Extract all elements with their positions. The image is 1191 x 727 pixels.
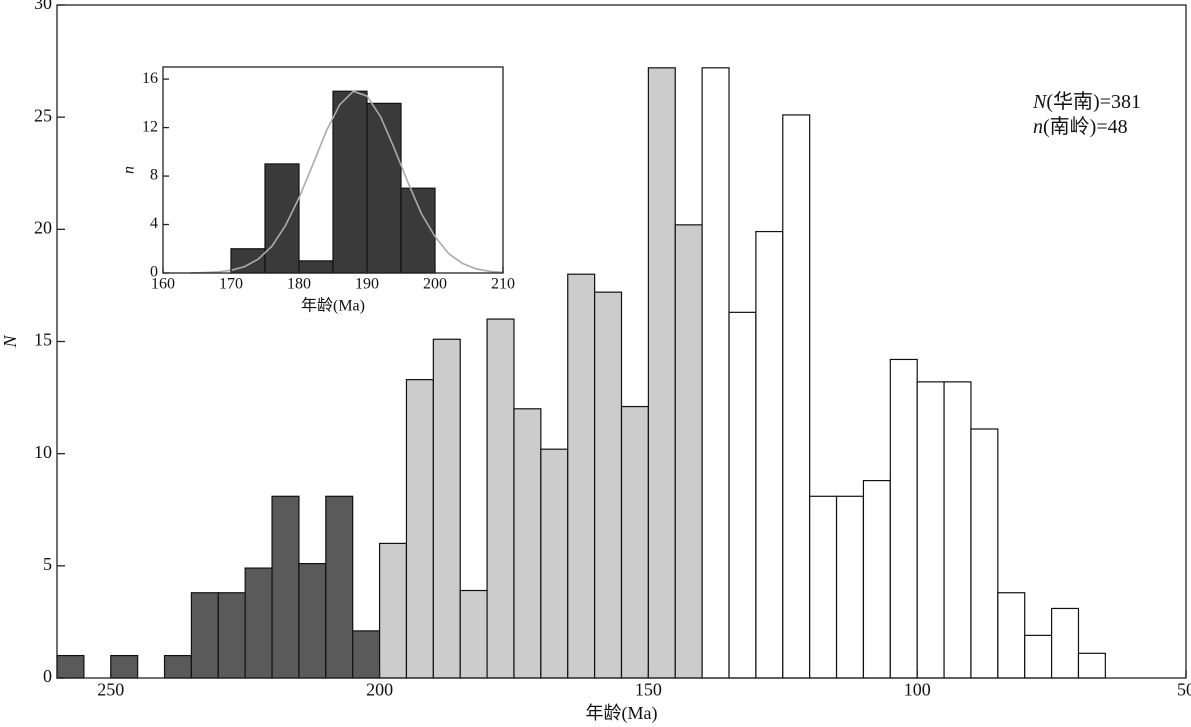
y-tick-label: 0 — [43, 666, 52, 686]
histogram-bar — [782, 114, 811, 679]
histogram-bar — [400, 187, 436, 274]
y-tick-label: 4 — [150, 215, 158, 232]
y-tick-label: 20 — [34, 217, 52, 237]
histogram-bar — [809, 495, 838, 679]
histogram-bar — [244, 567, 273, 679]
histogram-bar — [835, 495, 865, 679]
x-tick-label: 170 — [219, 276, 243, 293]
y-axis-label: n — [121, 166, 138, 174]
x-tick-label: 160 — [151, 276, 175, 293]
x-tick-label: 200 — [366, 680, 393, 700]
x-tick-label: 150 — [635, 680, 662, 700]
x-tick-label: 100 — [904, 680, 931, 700]
histogram-bar — [997, 592, 1026, 679]
histogram-bar — [916, 381, 945, 679]
histogram-bar — [728, 311, 757, 679]
histogram-bar — [190, 592, 219, 679]
x-tick-label: 190 — [355, 276, 379, 293]
annotation-symbol: n — [1033, 116, 1043, 138]
histogram-bar — [352, 630, 381, 679]
x-axis-label: 年龄(Ma) — [586, 703, 658, 724]
y-axis-label: N — [0, 335, 20, 349]
histogram-bar — [594, 291, 623, 679]
histogram-bar — [943, 381, 972, 679]
x-tick-label: 50 — [1177, 680, 1191, 700]
y-tick-label: 30 — [34, 0, 52, 13]
histogram-bar — [486, 318, 515, 679]
annotation: N(华南)=381 — [1032, 90, 1141, 113]
annotation-text: (华南)=381 — [1046, 90, 1141, 113]
histogram-bar — [366, 102, 402, 274]
x-tick-label: 180 — [287, 276, 311, 293]
histogram-bar — [405, 379, 434, 679]
histogram-bar — [1077, 652, 1106, 679]
histogram-bar — [674, 224, 703, 679]
histogram-bar — [325, 495, 354, 679]
y-tick-label: 25 — [34, 105, 52, 125]
x-tick-label: 210 — [491, 276, 515, 293]
histogram-bar — [378, 542, 408, 679]
annotation-text: (南岭)=48 — [1043, 115, 1128, 138]
histogram-bar — [271, 495, 300, 679]
histogram-bar — [163, 654, 193, 679]
histogram-bar — [567, 273, 596, 679]
y-tick-label: 15 — [34, 330, 52, 350]
y-tick-label: 5 — [43, 554, 52, 574]
histogram-bar — [540, 448, 569, 679]
histogram-bar — [970, 428, 999, 679]
fit-curve — [190, 90, 504, 274]
histogram-bar — [459, 589, 488, 679]
histogram-bar — [889, 358, 918, 679]
y-tick-label: 8 — [150, 167, 158, 184]
histogram-bar — [110, 654, 139, 679]
histogram-bar — [620, 405, 649, 679]
histogram-bar — [298, 562, 327, 679]
histogram-bar — [56, 654, 85, 679]
annotation-symbol: N — [1032, 91, 1048, 113]
y-tick-label: 12 — [142, 118, 158, 135]
histogram-bar — [1024, 634, 1053, 679]
histogram-bar — [701, 67, 730, 679]
y-tick-label: 16 — [142, 70, 158, 87]
histogram-bar — [264, 163, 300, 274]
histogram-bar — [432, 338, 461, 679]
annotation: n(南岭)=48 — [1033, 115, 1128, 138]
y-tick-label: 10 — [34, 442, 52, 462]
plot-frame — [162, 66, 504, 274]
histogram-bar — [217, 592, 246, 679]
histogram-bar — [513, 408, 542, 679]
x-tick-label: 200 — [423, 276, 447, 293]
histogram-bar — [755, 230, 784, 679]
x-tick-label: 250 — [97, 680, 124, 700]
y-tick-label: 0 — [150, 264, 158, 281]
histogram-bar — [298, 260, 334, 274]
histogram-bar — [1050, 607, 1080, 679]
histogram-bar — [647, 67, 676, 679]
histogram-bar — [332, 90, 368, 274]
histogram-bar — [862, 479, 891, 679]
x-axis-label: 年龄(Ma) — [301, 297, 365, 315]
